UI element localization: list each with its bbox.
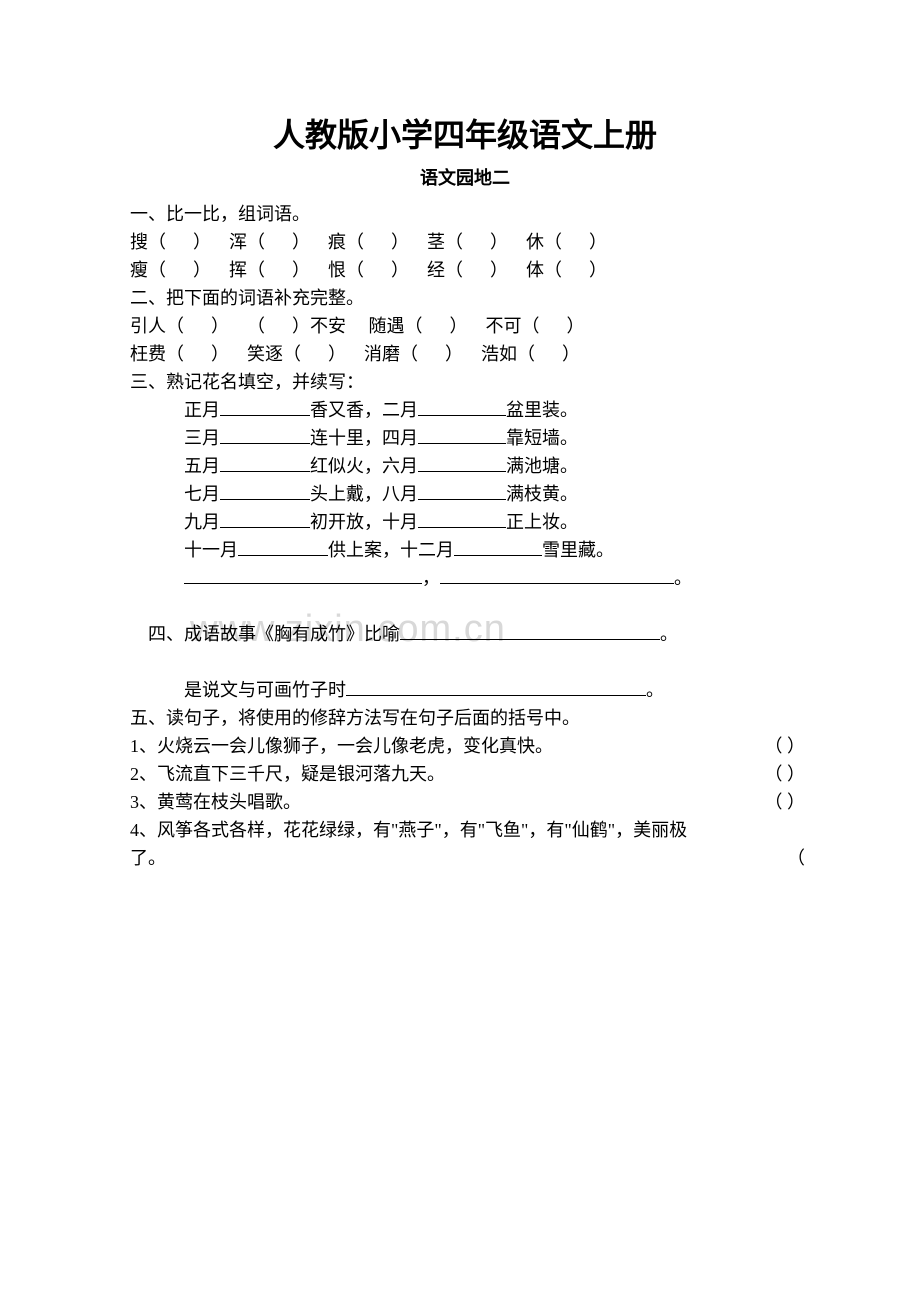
section3-line3: 五月 红似火，六月 满池塘。: [130, 452, 800, 480]
blank: [418, 426, 506, 444]
blank: [220, 482, 310, 500]
section5-header: 五、读句子，将使用的修辞方法写在句子后面的括号中。: [130, 704, 800, 732]
text: 五月: [184, 456, 220, 476]
section3-line5: 九月 初开放，十月 正上妆。: [130, 508, 800, 536]
blank: [346, 678, 646, 696]
section3-line2: 三月 连十里，四月 靠短墙。: [130, 424, 800, 452]
question-text: 3、黄莺在枝头唱歌。: [130, 788, 301, 816]
section2-header: 二、把下面的词语补充完整。: [130, 284, 800, 312]
section3-continuation: ，。: [130, 564, 800, 592]
main-title: 人教版小学四年级语文上册: [130, 110, 800, 156]
text: 雪里藏。: [542, 540, 614, 560]
blank: [418, 398, 506, 416]
text: 正月: [184, 400, 220, 420]
blank: [220, 426, 310, 444]
text: 四、成语故事《胸有成竹》比喻: [148, 624, 400, 644]
section1-row2: 瘦（ ） 挥（ ） 恨（ ） 经（ ） 体（ ）: [130, 256, 800, 284]
answer-paren: （ ）: [765, 788, 806, 816]
blank: [400, 622, 660, 640]
text: 十一月: [184, 540, 238, 560]
document-content: 人教版小学四年级语文上册 语文园地二 一、比一比，组词语。 搜（ ） 浑（ ） …: [130, 110, 800, 872]
question-text: 了。: [130, 844, 166, 872]
text: 七月: [184, 484, 220, 504]
section5-q4a: 4、风筝各式各样，花花绿绿，有"燕子"，有"飞鱼"，有"仙鹤"，美丽极: [130, 816, 800, 844]
question-text: 2、飞流直下三千尺，疑是银河落九天。: [130, 760, 445, 788]
section4-line1: 四、成语故事《胸有成竹》比喻。: [130, 592, 800, 676]
section5-q4b: 了。 （: [130, 844, 805, 872]
blank: [220, 454, 310, 472]
blank: [220, 398, 310, 416]
blank: [238, 538, 328, 556]
blank: [418, 510, 506, 528]
question-text: 1、火烧云一会儿像狮子，一会儿像老虎，变化真快。: [130, 732, 553, 760]
blank: [454, 538, 542, 556]
text: 连十里，四月: [310, 428, 418, 448]
text: 满池塘。: [506, 456, 578, 476]
blank: [418, 482, 506, 500]
text: 满枝黄。: [506, 484, 578, 504]
answer-paren-open: （: [787, 844, 805, 872]
section1-header: 一、比一比，组词语。: [130, 200, 800, 228]
blank: [220, 510, 310, 528]
text: 头上戴，八月: [310, 484, 418, 504]
section2-row1: 引人（ ） （ ）不安 随遇（ ） 不可（ ）: [130, 312, 800, 340]
text: 是说文与可画竹子时: [184, 680, 346, 700]
section5-q3: 3、黄莺在枝头唱歌。 （ ）: [130, 788, 805, 816]
section3-line4: 七月 头上戴，八月 满枝黄。: [130, 480, 800, 508]
section5-q1: 1、火烧云一会儿像狮子，一会儿像老虎，变化真快。 （ ）: [130, 732, 805, 760]
text: 九月: [184, 512, 220, 532]
answer-paren: （ ）: [765, 760, 806, 788]
text: 靠短墙。: [506, 428, 578, 448]
section3-header: 三、熟记花名填空，并续写：: [130, 368, 800, 396]
text: 红似火，六月: [310, 456, 418, 476]
text: 香又香，二月: [310, 400, 418, 420]
section1-row1: 搜（ ） 浑（ ） 痕（ ） 茎（ ） 休（ ）: [130, 228, 800, 256]
sub-title: 语文园地二: [130, 164, 800, 190]
section3-line6: 十一月 供上案，十二月 雪里藏。: [130, 536, 800, 564]
section3-line1: 正月 香又香，二月 盆里装。: [130, 396, 800, 424]
section2-row2: 枉费（ ） 笑逐（ ） 消磨（ ） 浩如（ ）: [130, 340, 800, 368]
text: 正上妆。: [506, 512, 578, 532]
text: 三月: [184, 428, 220, 448]
section5-q2: 2、飞流直下三千尺，疑是银河落九天。 （ ）: [130, 760, 805, 788]
answer-paren: （ ）: [765, 732, 806, 760]
text: 供上案，十二月: [328, 540, 454, 560]
text: 盆里装。: [506, 400, 578, 420]
section4-line2: 是说文与可画竹子时。: [130, 676, 800, 704]
text: 初开放，十月: [310, 512, 418, 532]
blank: [418, 454, 506, 472]
blank: [440, 566, 674, 584]
blank: [184, 566, 422, 584]
